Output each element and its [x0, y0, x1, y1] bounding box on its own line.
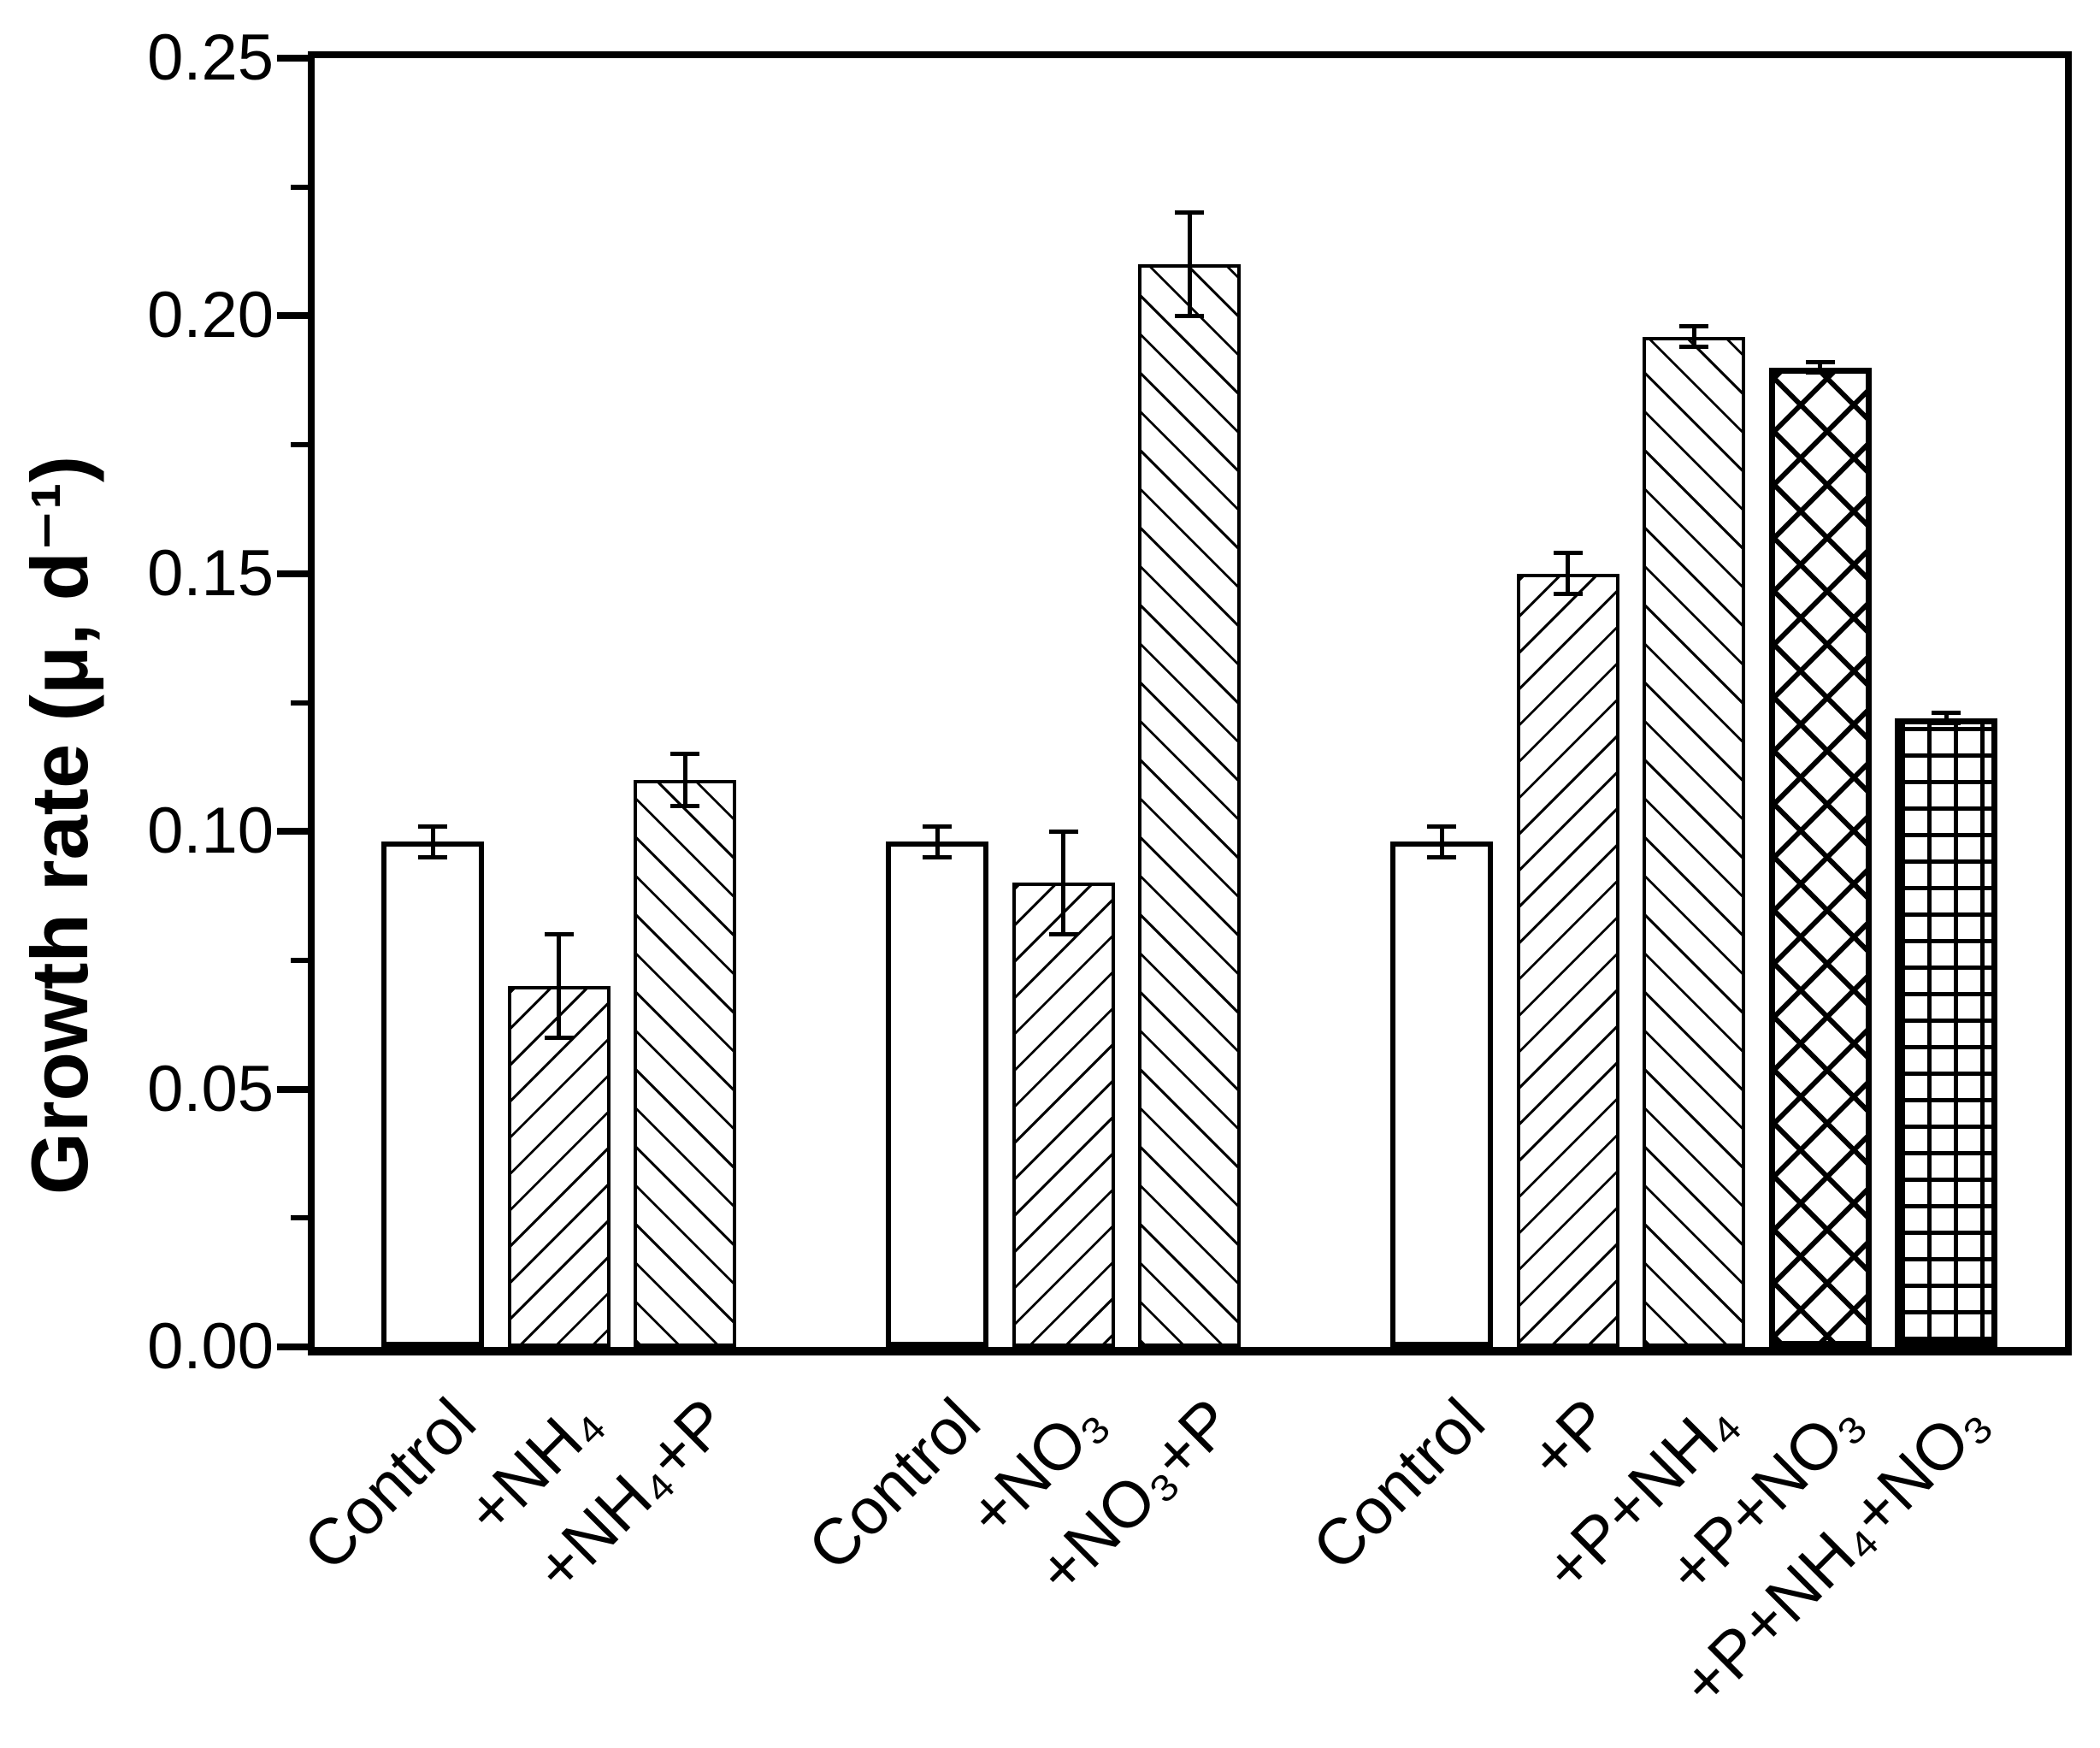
error-bar-cap-top	[1932, 711, 1961, 716]
y-axis-tick-label: 0.00	[147, 1310, 274, 1383]
x-axis-tick-label: Control	[1299, 1385, 1499, 1585]
error-bar-cap-bottom	[1553, 592, 1583, 597]
x-axis-tick-label: +P	[1515, 1385, 1625, 1494]
bar-control	[1390, 842, 1493, 1347]
y-axis-minor-tick	[291, 184, 308, 190]
y-axis-major-tick	[277, 828, 308, 836]
error-bar-line	[935, 826, 940, 858]
error-bar-cap-bottom	[923, 854, 952, 859]
y-axis-major-tick	[277, 1343, 308, 1350]
error-bar-cap-top	[1427, 824, 1456, 829]
error-bar-cap-top	[1048, 829, 1078, 834]
bar-pnhno	[1895, 718, 1997, 1347]
error-bar-cap-bottom	[1679, 345, 1708, 350]
error-bar-cap-bottom	[1427, 854, 1456, 859]
error-bar-cap-bottom	[670, 803, 699, 808]
error-bar-cap-bottom	[1175, 313, 1204, 318]
y-axis-minor-tick	[291, 1215, 308, 1221]
error-bar-line	[1439, 826, 1444, 858]
bar-control	[886, 842, 988, 1347]
error-bar-line	[1187, 212, 1192, 316]
bar-pno	[1768, 367, 1872, 1347]
plot-area	[308, 51, 2072, 1355]
error-bar-line	[1944, 712, 1949, 723]
error-bar-cap-top	[544, 932, 574, 937]
y-axis-major-tick	[277, 570, 308, 577]
error-bar-line	[1691, 326, 1696, 347]
error-bar-cap-bottom	[544, 1035, 574, 1040]
error-bar-line	[1061, 831, 1065, 935]
y-axis-tick-label: 0.10	[147, 794, 274, 868]
y-axis-minor-tick	[291, 700, 308, 706]
bar-no	[1012, 883, 1115, 1347]
error-bar-line	[1818, 362, 1822, 373]
y-axis-tick-label: 0.25	[147, 21, 274, 94]
error-bar-line	[1566, 552, 1570, 594]
error-bar-cap-top	[1553, 551, 1583, 556]
error-bar-line	[430, 826, 435, 858]
error-bar-cap-top	[670, 752, 699, 757]
error-bar-cap-bottom	[1805, 370, 1835, 375]
error-bar-cap-top	[1805, 360, 1835, 365]
bar-pnh	[1643, 336, 1745, 1347]
bar-control	[381, 842, 484, 1347]
y-axis-major-tick	[277, 312, 308, 320]
error-bar-cap-bottom	[1932, 721, 1961, 726]
error-bar-line	[557, 934, 561, 1038]
x-axis-tick-label: Control	[290, 1385, 490, 1585]
y-axis-minor-tick	[291, 442, 308, 448]
y-axis-tick-label: 0.05	[147, 1052, 274, 1125]
error-bar-cap-bottom	[1048, 932, 1078, 937]
y-axis-tick-label: 0.15	[147, 536, 274, 610]
y-axis-major-tick	[277, 55, 308, 62]
error-bar-cap-top	[1679, 323, 1708, 328]
y-axis-major-tick	[277, 1085, 308, 1093]
error-bar-line	[682, 753, 687, 806]
error-bar-cap-top	[418, 824, 447, 829]
error-bar-cap-top	[923, 824, 952, 829]
bar-nh	[507, 986, 611, 1347]
error-bar-cap-top	[1175, 210, 1204, 216]
bar-nop	[1138, 264, 1241, 1347]
y-axis-minor-tick	[291, 957, 308, 963]
bar-p	[1516, 573, 1619, 1347]
x-axis-tick-label: Control	[794, 1385, 994, 1585]
bar-nhp	[634, 779, 736, 1347]
error-bar-cap-bottom	[418, 854, 447, 859]
y-axis-tick-label: 0.20	[147, 279, 274, 352]
y-axis-title: Growth rate (μ, d⁻¹)	[15, 455, 104, 1196]
